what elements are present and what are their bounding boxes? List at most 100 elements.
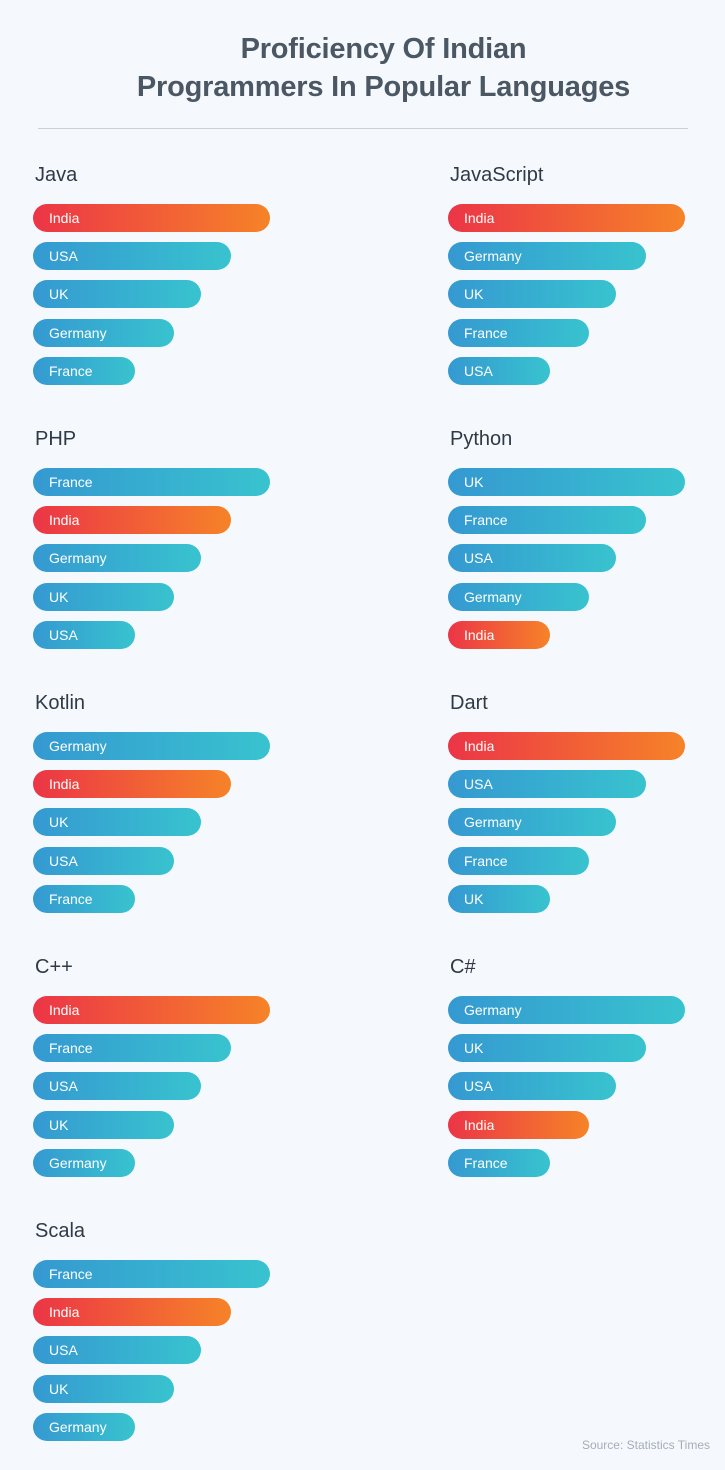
- bar-india: India: [33, 1298, 231, 1327]
- bar-uk: UK: [33, 582, 174, 611]
- bar-germany: Germany: [33, 732, 270, 760]
- bar-usa: USA: [33, 242, 231, 271]
- bar-label: UK: [464, 890, 484, 907]
- bar-india: India: [33, 506, 231, 535]
- panel-title: Scala: [35, 1220, 86, 1242]
- bar-label: Germany: [464, 588, 522, 605]
- bar-uk: UK: [448, 1034, 646, 1063]
- bar-germany: Germany: [448, 582, 589, 611]
- bar-label: France: [49, 1266, 93, 1282]
- bar-label: UK: [49, 1116, 69, 1133]
- panel-title: JavaScript: [450, 164, 544, 186]
- bar-label: UK: [464, 1040, 484, 1057]
- bar-france: France: [33, 468, 270, 496]
- bar-label: Germany: [464, 814, 522, 831]
- bar-usa: USA: [448, 770, 646, 799]
- chart-panel-3: Python UK France USA Germany India: [448, 427, 708, 667]
- panel-title: Python: [450, 428, 513, 450]
- bar-germany: Germany: [448, 808, 616, 837]
- bar-label: France: [464, 852, 508, 869]
- chart-panel-2: PHP France India Germany UK USA: [33, 427, 293, 667]
- bar-uk: UK: [33, 1374, 174, 1403]
- bar-label: UK: [49, 588, 69, 605]
- bar-label: France: [49, 474, 93, 490]
- bar-germany: Germany: [448, 242, 646, 271]
- bar-uk: UK: [448, 280, 616, 309]
- bar-label: UK: [464, 474, 484, 490]
- bar-label: India: [49, 512, 80, 529]
- bar-india: India: [448, 204, 685, 232]
- bar-usa: USA: [33, 1072, 201, 1101]
- bar-usa: USA: [448, 1072, 616, 1101]
- bar-label: India: [49, 210, 80, 226]
- bar-label: India: [464, 626, 495, 643]
- panel-title: C#: [450, 956, 476, 978]
- bar-usa: USA: [33, 620, 135, 649]
- chart-panel-1: JavaScript India Germany UK France USA: [448, 163, 708, 403]
- chart-panel-0: Java India USA UK Germany France: [33, 163, 293, 403]
- chart-title: Proficiency Of Indian Programmers In Pop…: [0, 30, 725, 106]
- bar-france: France: [33, 1260, 270, 1288]
- bar-label: India: [49, 1304, 80, 1321]
- bar-label: USA: [464, 550, 493, 567]
- bar-label: USA: [49, 852, 78, 869]
- bar-label: Germany: [49, 324, 107, 341]
- bar-uk: UK: [448, 884, 550, 913]
- bar-label: UK: [49, 286, 69, 303]
- bar-label: USA: [464, 1078, 493, 1095]
- bar-label: Germany: [49, 1418, 107, 1435]
- bar-label: India: [464, 1116, 495, 1133]
- panel-title: PHP: [35, 428, 77, 450]
- bar-label: France: [49, 1040, 93, 1057]
- bar-uk: UK: [448, 468, 685, 496]
- bar-france: France: [33, 1034, 231, 1063]
- bar-india: India: [448, 620, 550, 649]
- bar-usa: USA: [33, 846, 174, 875]
- bar-usa: USA: [448, 356, 550, 385]
- bar-label: India: [464, 738, 495, 754]
- bar-label: UK: [464, 286, 484, 303]
- bar-label: France: [464, 512, 508, 529]
- source-note: Source: Statistics Times: [581, 1438, 710, 1452]
- title-divider: [38, 128, 688, 129]
- bar-usa: USA: [448, 544, 616, 573]
- bar-label: Germany: [464, 1002, 522, 1018]
- chart-title-line-1: Proficiency Of Indian: [240, 33, 527, 65]
- bar-india: India: [448, 732, 685, 760]
- bar-label: USA: [49, 1342, 78, 1359]
- bar-germany: Germany: [33, 544, 201, 573]
- bar-france: France: [33, 356, 135, 385]
- bar-label: France: [49, 890, 93, 907]
- bar-france: France: [448, 1148, 550, 1177]
- bar-label: France: [464, 324, 508, 341]
- bar-label: Germany: [49, 1154, 107, 1171]
- bar-label: India: [464, 210, 495, 226]
- bar-uk: UK: [33, 280, 201, 309]
- bar-france: France: [448, 846, 589, 875]
- chart-panel-7: C# Germany UK USA India France: [448, 955, 708, 1195]
- bar-usa: USA: [33, 1336, 201, 1365]
- bar-label: USA: [49, 1078, 78, 1095]
- bar-germany: Germany: [448, 996, 685, 1024]
- panel-title: Java: [35, 164, 78, 186]
- chart-panel-5: Dart India USA Germany France UK: [448, 691, 708, 931]
- bar-label: USA: [49, 626, 78, 643]
- chart-panel-8: Scala France India USA UK Germany: [33, 1219, 293, 1459]
- bar-label: UK: [49, 1380, 69, 1397]
- bar-label: France: [49, 362, 93, 379]
- bar-uk: UK: [33, 1110, 174, 1139]
- bar-label: Germany: [49, 738, 107, 754]
- bar-india: India: [448, 1110, 589, 1139]
- bar-label: India: [49, 1002, 80, 1018]
- bar-france: France: [33, 884, 135, 913]
- bar-india: India: [33, 770, 231, 799]
- panel-title: C++: [35, 956, 73, 978]
- bar-india: India: [33, 996, 270, 1024]
- bar-label: USA: [464, 362, 493, 379]
- bar-uk: UK: [33, 808, 201, 837]
- bar-label: France: [464, 1154, 508, 1171]
- chart-panel-6: C++ India France USA UK Germany: [33, 955, 293, 1195]
- bar-label: Germany: [464, 248, 522, 265]
- chart-panel-4: Kotlin Germany India UK USA France: [33, 691, 293, 931]
- bar-label: Germany: [49, 550, 107, 567]
